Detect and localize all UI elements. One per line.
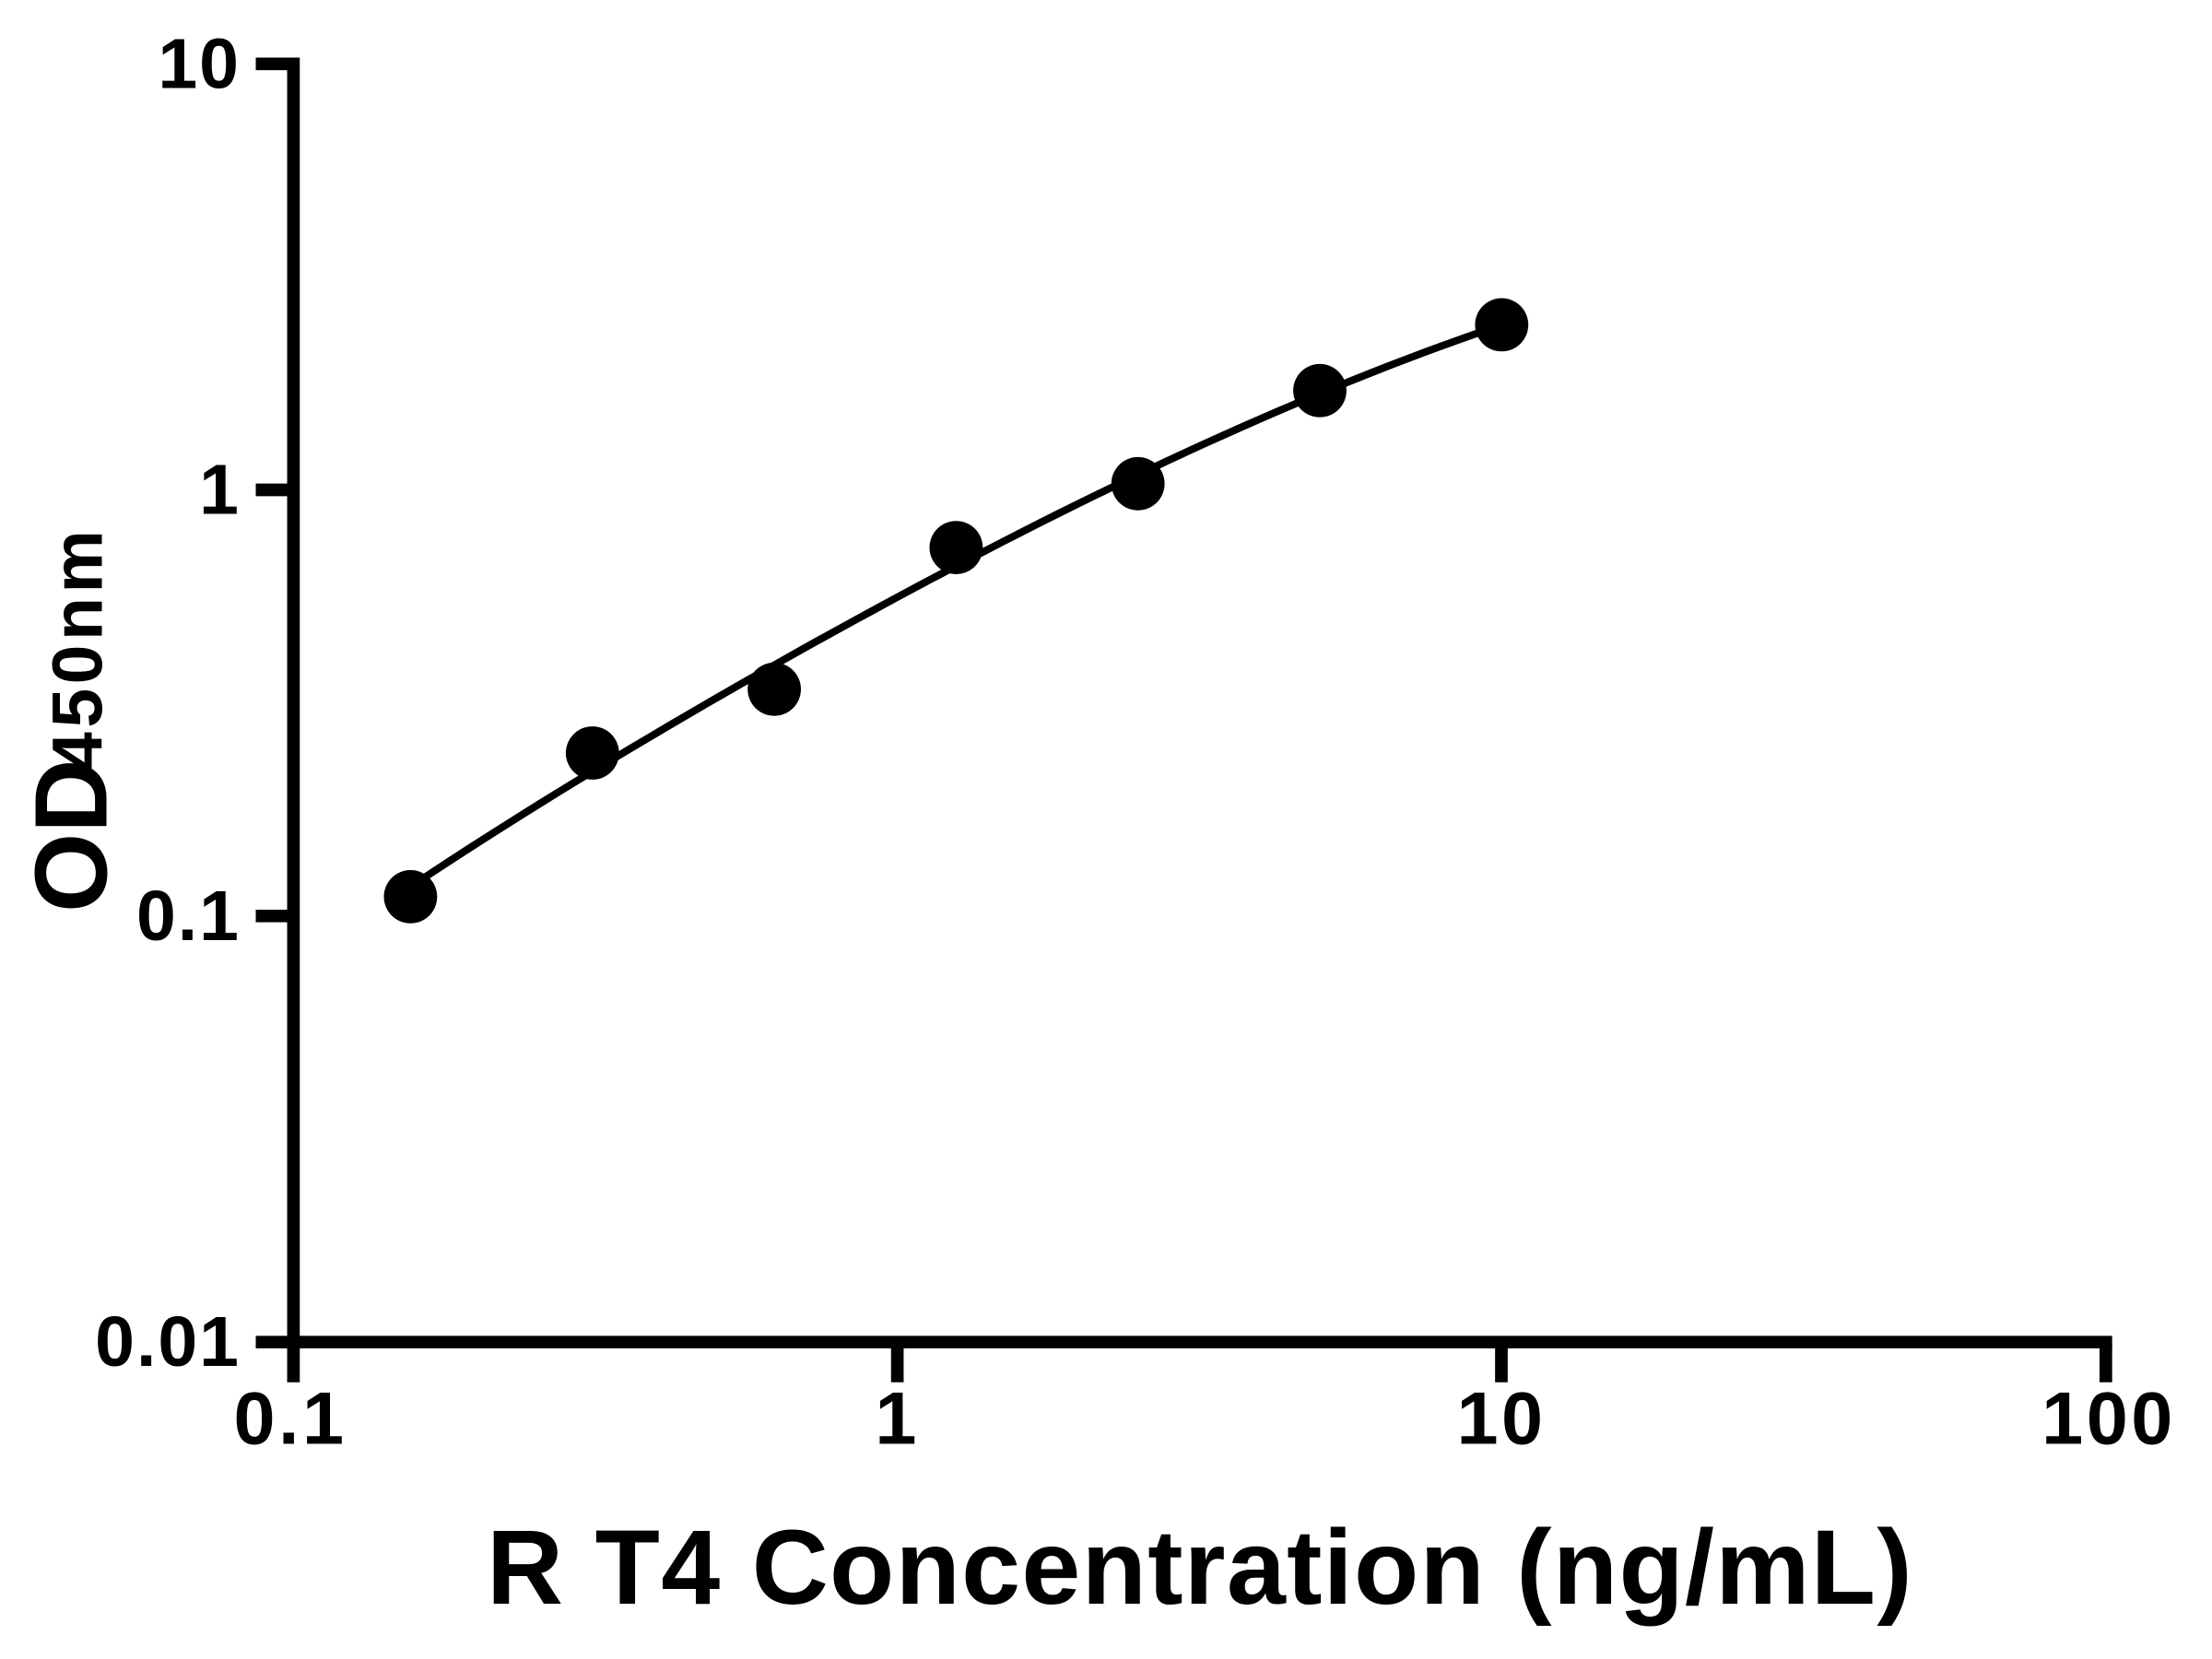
svg-text:OD: OD	[15, 759, 129, 913]
svg-text:1: 1	[199, 451, 241, 530]
svg-text:1: 1	[875, 1378, 920, 1461]
svg-text:0.1: 0.1	[233, 1378, 347, 1461]
svg-text:450nm: 450nm	[39, 526, 118, 771]
svg-text:0.01: 0.01	[95, 1302, 241, 1382]
svg-text:R T4 Concentration (ng/mL): R T4 Concentration (ng/mL)	[487, 1509, 1913, 1627]
svg-text:100: 100	[2041, 1378, 2176, 1461]
svg-text:10: 10	[158, 24, 241, 103]
svg-text:10: 10	[1456, 1378, 1546, 1461]
svg-text:0.1: 0.1	[136, 877, 241, 956]
